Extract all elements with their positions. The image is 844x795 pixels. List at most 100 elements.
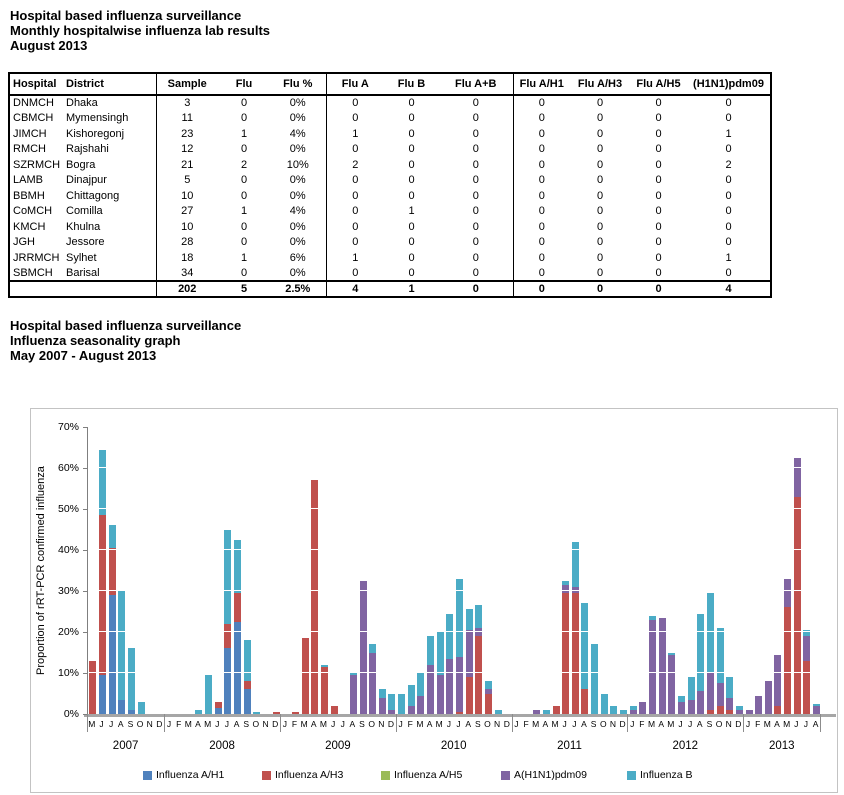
table-cell: CBMCH xyxy=(13,112,54,125)
month-label: D xyxy=(619,719,626,729)
report-title-line-1: Hospital based influenza surveillance xyxy=(10,8,242,23)
month-label: S xyxy=(474,719,481,729)
table-cell: 2 xyxy=(325,157,384,173)
table-cell: 0 xyxy=(725,205,732,218)
bar-segment xyxy=(378,689,386,698)
table-cell: 1 xyxy=(240,127,248,140)
gridline xyxy=(88,671,823,673)
column-header: District xyxy=(66,78,104,90)
table-cell: 0 xyxy=(408,97,415,110)
table-cell: 0 xyxy=(408,220,415,233)
month-label: J xyxy=(572,719,577,729)
month-label: M xyxy=(435,719,443,729)
bar-segment xyxy=(716,705,724,714)
month-label: S xyxy=(359,719,365,729)
table-cell: 0% xyxy=(289,189,306,202)
month-label: M xyxy=(783,719,791,729)
month-label: J xyxy=(99,719,104,729)
table-cell: 0 xyxy=(655,97,662,110)
table-cell: SBMCH xyxy=(13,266,53,279)
bar-segment xyxy=(118,591,126,700)
y-tick-label: 50% xyxy=(57,503,79,515)
month-label: F xyxy=(176,719,182,729)
table-cell: 10 xyxy=(155,188,218,204)
table-cell: 0% xyxy=(289,143,306,156)
table-row: CoMCH Comilla 27 1 4% 0 1 0 0 0 0 0 xyxy=(9,203,771,219)
table-cell: 0 xyxy=(472,266,479,279)
table-cell: 0 xyxy=(596,97,604,110)
table-cell: 18 xyxy=(155,250,218,266)
bar-segment xyxy=(388,709,396,714)
month-label: M xyxy=(416,719,424,729)
lab-results-table: Hospital District Sample Flu Flu % Flu A Flu B… xyxy=(8,72,772,298)
table-cell: 1 xyxy=(240,205,248,218)
month-label: M xyxy=(184,719,192,729)
table-cell: 0 xyxy=(596,251,604,264)
table-cell: 0 xyxy=(472,236,479,249)
table-cell: 0 xyxy=(472,127,479,140)
legend-item: Influenza A/H5 xyxy=(381,769,462,781)
table-cell: 0 xyxy=(596,143,604,156)
table-cell: 0 xyxy=(472,282,479,295)
month-label: M xyxy=(763,719,771,729)
column-header: Flu A/H5 xyxy=(636,78,681,90)
table-cell: 0 xyxy=(240,174,248,187)
bar-segment xyxy=(774,654,782,706)
bar-segment xyxy=(581,603,589,690)
table-cell: 0 xyxy=(596,236,604,249)
year-divider xyxy=(395,714,397,732)
table-cell: 0 xyxy=(325,110,384,126)
table-row: RMCH Rajshahi 12 0 0% 0 0 0 0 0 0 0 xyxy=(9,141,771,157)
table-cell: 0 xyxy=(512,281,570,297)
bar-segment xyxy=(253,711,261,714)
bar-segment xyxy=(446,658,454,714)
table-row: DNMCH Dhaka 3 0 0% 0 0 0 0 0 0 0 xyxy=(9,95,771,111)
bar-segment xyxy=(224,623,232,649)
bar-segment xyxy=(687,699,695,714)
y-tick-label: 70% xyxy=(57,421,79,433)
bar-segment xyxy=(195,709,203,714)
month-label: F xyxy=(639,719,645,729)
bar-segment xyxy=(205,675,213,714)
table-cell: 11 xyxy=(155,110,218,126)
month-label: N xyxy=(146,719,153,729)
legend-label: Influenza A/H5 xyxy=(394,769,463,781)
table-cell: 0 xyxy=(472,174,479,187)
table-cell: 0 xyxy=(472,143,479,156)
table-row: JGH Jessore 28 0 0% 0 0 0 0 0 0 0 xyxy=(9,234,771,250)
table-cell: 0 xyxy=(472,112,479,125)
table-body: DNMCH Dhaka 3 0 0% 0 0 0 0 0 0 0 CBMCH Mymensingh 11 0 0… xyxy=(9,95,771,297)
month-label: A xyxy=(349,719,356,729)
month-label: J xyxy=(398,719,403,729)
table-cell: 1 xyxy=(725,127,732,140)
table-cell: 5 xyxy=(155,172,218,188)
month-label: F xyxy=(407,719,413,729)
month-label: J xyxy=(514,719,519,729)
month-label: F xyxy=(523,719,529,729)
graph-section-title: Hospital based influenza surveillance In… xyxy=(10,318,241,363)
bar-segment xyxy=(214,707,222,714)
bar-segment xyxy=(108,525,116,548)
table-cell: 0 xyxy=(240,112,248,125)
month-label: M xyxy=(204,719,212,729)
table-cell: LAMB xyxy=(13,174,43,187)
bar-segment xyxy=(98,515,106,676)
gridline xyxy=(88,507,823,509)
table-cell: 0 xyxy=(725,266,732,279)
month-label: O xyxy=(368,719,375,729)
table-cell: Khulna xyxy=(66,220,101,233)
bar-segment xyxy=(735,709,743,714)
bar-segment xyxy=(571,541,579,587)
table-row: LAMB Dinajpur 5 0 0% 0 0 0 0 0 0 0 xyxy=(9,172,771,188)
table-row: JRRMCH Sylhet 18 1 6% 1 0 0 0 0 0 1 xyxy=(9,250,771,266)
table-cell: 1 xyxy=(240,251,248,264)
month-label: M xyxy=(647,719,656,729)
plot-area xyxy=(87,427,823,714)
month-label: J xyxy=(330,719,336,729)
bar-segment xyxy=(629,705,637,710)
table-row: SBMCH Barisal 34 0 0% 0 0 0 0 0 0 0 xyxy=(9,265,771,281)
bar-segment xyxy=(320,666,328,714)
table-cell: DNMCH xyxy=(13,97,54,110)
month-label: F xyxy=(755,719,761,729)
